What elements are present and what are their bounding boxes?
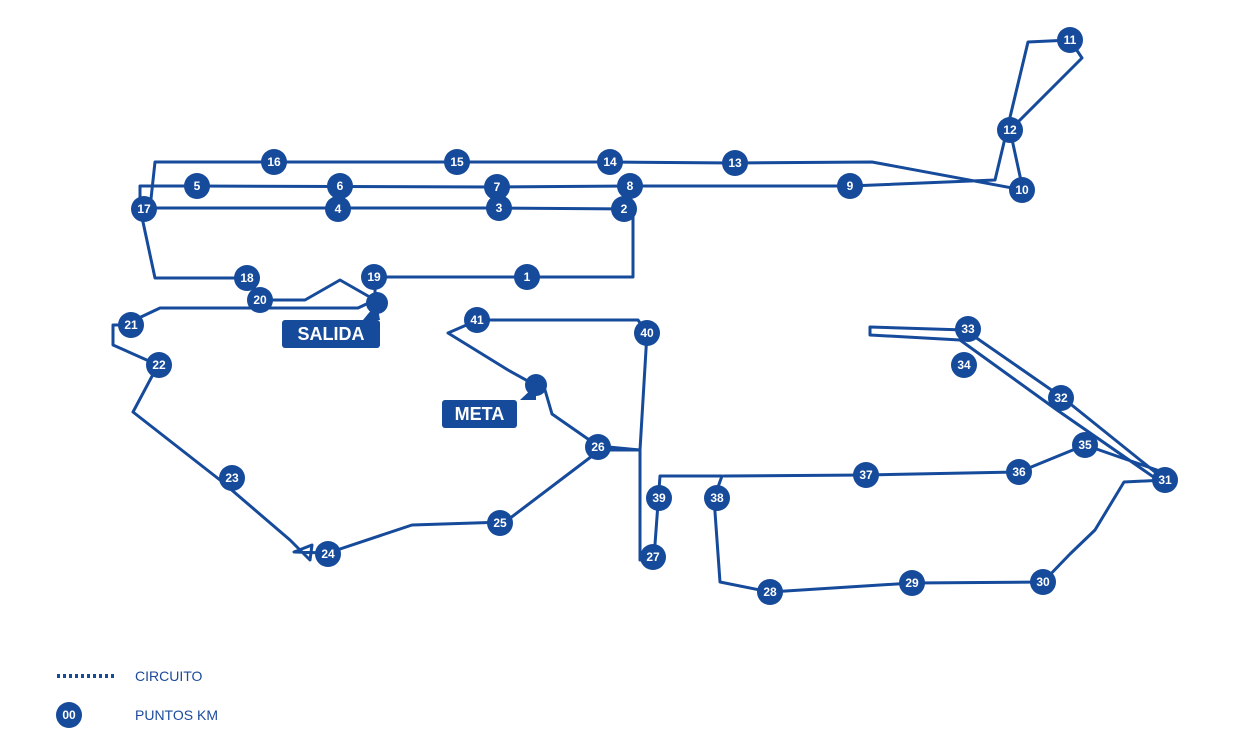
km-label: 33	[961, 322, 975, 336]
km-marker-12: 12	[997, 117, 1023, 143]
km-label: 5	[194, 179, 201, 193]
km-marker-20: 20	[247, 287, 273, 313]
km-marker-29: 29	[899, 570, 925, 596]
km-label: 35	[1078, 438, 1092, 452]
km-marker-15: 15	[444, 149, 470, 175]
km-label: 31	[1158, 473, 1172, 487]
salida-label: SALIDA	[298, 324, 365, 344]
km-label: 16	[267, 155, 281, 169]
legend: CIRCUITO 00 PUNTOS KM	[56, 668, 218, 728]
km-marker-19: 19	[361, 264, 387, 290]
km-marker-30: 30	[1030, 569, 1056, 595]
km-marker-8: 8	[617, 173, 643, 199]
km-label: 32	[1054, 391, 1068, 405]
km-label: 30	[1036, 575, 1050, 589]
km-marker-2: 2	[611, 196, 637, 222]
km-label: 27	[646, 550, 660, 564]
km-marker-39: 39	[646, 485, 672, 511]
km-label: 8	[627, 179, 634, 193]
km-marker-7: 7	[484, 174, 510, 200]
km-marker-21: 21	[118, 312, 144, 338]
km-label: 28	[763, 585, 777, 599]
km-marker-6: 6	[327, 173, 353, 199]
km-label: 17	[137, 202, 151, 216]
legend-badge: 00	[62, 708, 76, 722]
start-finish-markers: SALIDA META	[282, 292, 547, 428]
meta-marker: META	[442, 374, 547, 428]
km-label: 11	[1064, 33, 1077, 47]
km-label: 20	[253, 293, 267, 307]
km-label: 41	[470, 313, 484, 327]
km-marker-13: 13	[722, 150, 748, 176]
km-marker-24: 24	[315, 541, 341, 567]
km-label: 6	[337, 179, 344, 193]
km-label: 34	[957, 358, 971, 372]
km-marker-4: 4	[325, 196, 351, 222]
km-label: 3	[496, 201, 503, 215]
meta-label: META	[455, 404, 505, 424]
km-marker-33: 33	[955, 316, 981, 342]
km-label: 2	[621, 202, 628, 216]
km-marker-35: 35	[1072, 432, 1098, 458]
km-marker-28: 28	[757, 579, 783, 605]
km-label: 24	[321, 547, 335, 561]
km-label: 23	[225, 471, 239, 485]
km-marker-32: 32	[1048, 385, 1074, 411]
km-marker-9: 9	[837, 173, 863, 199]
km-label: 4	[335, 202, 342, 216]
km-marker-17: 17	[131, 196, 157, 222]
km-label: 10	[1015, 183, 1029, 197]
route-map: 1234567891011121314151617181920212223242…	[0, 0, 1248, 754]
km-label: 1	[524, 270, 531, 284]
legend-puntos-label: PUNTOS KM	[135, 707, 218, 723]
km-marker-40: 40	[634, 320, 660, 346]
km-marker-16: 16	[261, 149, 287, 175]
km-marker-26: 26	[585, 434, 611, 460]
km-markers: 1234567891011121314151617181920212223242…	[118, 27, 1178, 605]
km-marker-5: 5	[184, 173, 210, 199]
km-label: 13	[728, 156, 742, 170]
km-marker-34: 34	[951, 352, 977, 378]
km-label: 37	[859, 468, 873, 482]
km-label: 29	[905, 576, 919, 590]
km-label: 26	[591, 440, 605, 454]
km-marker-27: 27	[640, 544, 666, 570]
km-label: 14	[603, 155, 617, 169]
km-marker-14: 14	[597, 149, 623, 175]
km-marker-11: 11	[1057, 27, 1083, 53]
km-label: 39	[652, 491, 666, 505]
km-label: 36	[1012, 465, 1026, 479]
km-label: 22	[152, 358, 166, 372]
km-label: 38	[710, 491, 724, 505]
legend-circuito: CIRCUITO	[57, 668, 203, 684]
km-label: 15	[450, 155, 464, 169]
km-marker-31: 31	[1152, 467, 1178, 493]
km-marker-37: 37	[853, 462, 879, 488]
km-marker-36: 36	[1006, 459, 1032, 485]
km-marker-23: 23	[219, 465, 245, 491]
km-marker-18: 18	[234, 265, 260, 291]
km-marker-38: 38	[704, 485, 730, 511]
km-label: 21	[124, 318, 138, 332]
km-label: 19	[367, 270, 381, 284]
km-marker-1: 1	[514, 264, 540, 290]
km-marker-10: 10	[1009, 177, 1035, 203]
km-marker-22: 22	[146, 352, 172, 378]
legend-circuito-label: CIRCUITO	[135, 668, 203, 684]
km-label: 9	[847, 179, 854, 193]
km-marker-41: 41	[464, 307, 490, 333]
km-label: 18	[240, 271, 254, 285]
legend-puntos: 00 PUNTOS KM	[56, 702, 218, 728]
km-label: 12	[1003, 123, 1017, 137]
km-label: 25	[493, 516, 507, 530]
km-marker-25: 25	[487, 510, 513, 536]
km-label: 40	[640, 326, 654, 340]
km-label: 7	[494, 180, 501, 194]
